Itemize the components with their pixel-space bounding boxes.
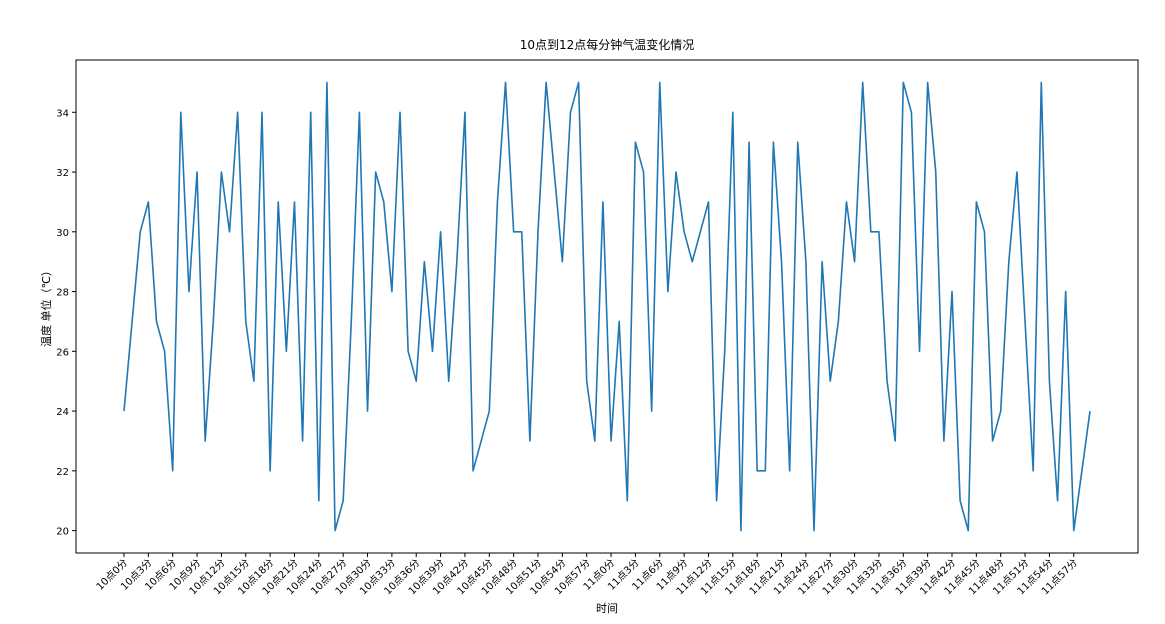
y-tick-label: 26 xyxy=(56,347,69,358)
y-tick-label: 28 xyxy=(56,288,69,299)
y-tick-label: 32 xyxy=(56,168,69,179)
y-tick-label: 22 xyxy=(56,467,69,478)
data-line xyxy=(123,81,1091,532)
y-tick-label: 20 xyxy=(56,527,69,538)
plot-frame xyxy=(75,59,1139,554)
x-axis-label: 时间 xyxy=(596,602,618,615)
chart-title: 10点到12点每分钟气温变化情况 xyxy=(520,37,695,52)
y-tick-label: 34 xyxy=(56,108,69,119)
y-tick-label: 24 xyxy=(56,407,69,418)
y-axis-label: 温度 单位（℃） xyxy=(39,265,53,347)
y-tick-label: 30 xyxy=(56,228,69,239)
